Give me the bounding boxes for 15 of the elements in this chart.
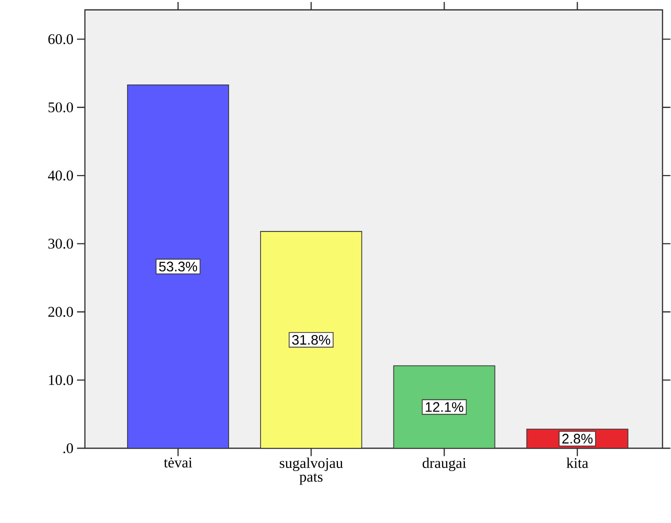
y-tick-label: 50.0 (48, 102, 73, 112)
y-tick-label: 30.0 (48, 238, 73, 249)
data-label: 31.8% (292, 334, 330, 345)
x-tick-label: kita (566, 458, 588, 468)
x-tick-label: tėvai (164, 458, 192, 468)
data-label: 2.8% (562, 434, 593, 444)
y-tick-label: 60.0 (48, 34, 73, 44)
data-label: 53.3% (159, 262, 198, 272)
x-tick-label: draugai (422, 458, 466, 471)
data-label: 12.1% (426, 402, 464, 412)
y-tick-label: .0 (63, 443, 73, 454)
y-tick-label: 20.0 (48, 306, 73, 317)
x-tick-label: sugalvojau pats (280, 458, 343, 485)
y-tick-label: 40.0 (48, 170, 73, 180)
y-tick-label: 10.0 (49, 374, 73, 385)
